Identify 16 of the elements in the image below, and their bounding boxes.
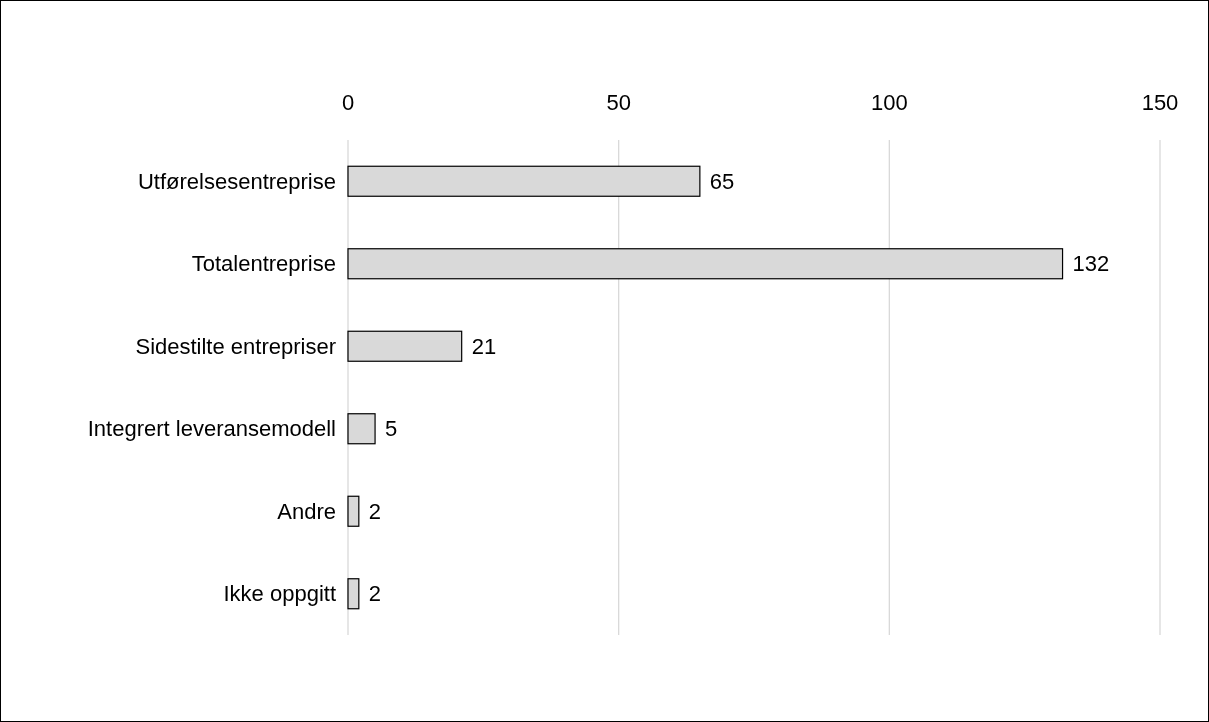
data-label: 2 bbox=[368, 498, 382, 524]
data-label: 2 bbox=[368, 581, 382, 607]
data-label: 65 bbox=[709, 168, 735, 194]
data-label: 5 bbox=[385, 416, 398, 442]
x-tick-label: 0 bbox=[341, 89, 355, 115]
y-tick-label: Andre bbox=[277, 498, 336, 524]
y-tick-label: Sidestilte entrepriser bbox=[135, 333, 336, 359]
x-tick-label: 100 bbox=[870, 89, 908, 115]
x-tick-label: 150 bbox=[1141, 89, 1179, 115]
y-tick-label: Ikke oppgitt bbox=[223, 581, 336, 607]
y-tick-label: Integrert leveransemodell bbox=[87, 416, 336, 442]
data-label: 132 bbox=[1072, 251, 1110, 277]
data-label: 21 bbox=[471, 333, 497, 359]
y-tick-label: Totalentreprise bbox=[191, 251, 336, 277]
x-tick-label: 50 bbox=[606, 89, 631, 115]
y-tick-label: Utførelsesentreprise bbox=[137, 168, 336, 194]
